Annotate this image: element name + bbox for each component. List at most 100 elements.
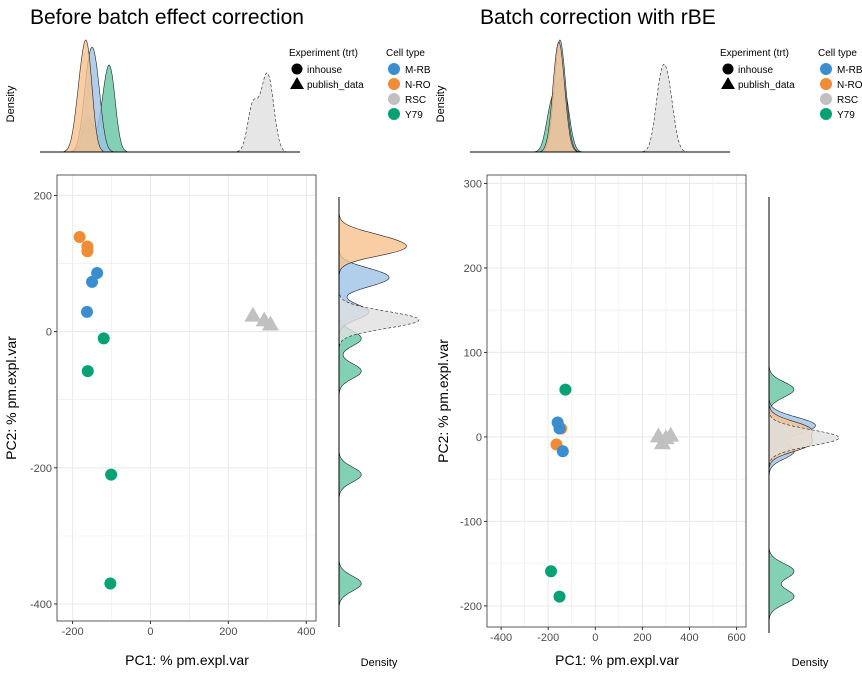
data-point-Y79: [553, 590, 566, 603]
legend-color-label: RSC: [837, 95, 858, 106]
y-tick-label: 0: [46, 327, 52, 339]
data-point-M-RB: [556, 445, 569, 458]
y-tick-label: -100: [460, 516, 482, 528]
legend: Experiment (trt) inhouse publish_data Cell …: [720, 48, 862, 121]
side-density-Y79: [768, 366, 795, 620]
top-density-RSC: [237, 72, 287, 153]
data-point-RSC: [653, 434, 671, 450]
top-density-N-RO: [63, 39, 104, 153]
data-point-Y79: [559, 383, 572, 396]
x-axis-title: PC1: % pm.expl.var: [555, 652, 679, 668]
y-tick-label: -200: [460, 601, 482, 613]
legend-color-label: N-RO: [837, 80, 862, 91]
side-density: [338, 197, 420, 627]
legend-color-swatch: [820, 78, 832, 90]
legend-color-label: Y79: [837, 110, 855, 121]
x-tick-label: 400: [680, 632, 698, 644]
y-tick-label: 0: [476, 432, 482, 444]
grid: [57, 175, 316, 621]
data-point-M-RB: [91, 267, 104, 280]
data-point-N-RO: [81, 245, 94, 258]
top-density-label: Density: [5, 85, 17, 122]
legend-color-swatch: [388, 78, 400, 90]
data-point-N-RO: [73, 230, 86, 243]
legend-color-label: RSC: [405, 95, 426, 106]
x-tick-label: 0: [147, 626, 153, 638]
legend-color-swatch: [820, 93, 832, 105]
legend-color-swatch: [820, 108, 832, 120]
legend-color-label: Y79: [405, 110, 423, 121]
data-point-Y79: [97, 332, 110, 345]
legend-shape-label: inhouse: [738, 65, 773, 76]
legend-color-title: Cell type: [386, 48, 425, 59]
legend-color-title: Cell type: [818, 48, 857, 59]
data-point-M-RB: [553, 422, 566, 435]
side-density-RSC: [768, 412, 840, 466]
legend-shape-label: inhouse: [307, 65, 342, 76]
y-tick-label: 200: [34, 190, 52, 202]
side-density-Y79: [338, 315, 362, 607]
points: [73, 230, 279, 590]
legend-color-swatch: [820, 63, 832, 75]
legend-triangle-icon: [290, 77, 304, 89]
legend-color-swatch: [388, 63, 400, 75]
plot-border: [486, 174, 747, 628]
x-axis-title: PC1: % pm.expl.var: [125, 652, 249, 668]
legend-shape-label: publish_data: [307, 80, 364, 91]
top-density-RSC: [642, 64, 687, 153]
x-tick-label: 0: [592, 632, 598, 644]
legend-color-swatch: [388, 108, 400, 120]
x-tick-label: -400: [490, 632, 512, 644]
y-tick-label: 100: [464, 347, 482, 359]
chart-panel-2: Batch correction with rBE -400 -200 0 200 400…: [435, 6, 862, 669]
top-density-label: Density: [435, 85, 447, 122]
y-tick-label: -200: [30, 463, 52, 475]
chart-title: Before batch effect correction: [30, 6, 304, 29]
y-tick-label: 300: [464, 178, 482, 190]
y-tick-label: 200: [464, 263, 482, 275]
top-density-N-RO: [540, 41, 578, 153]
data-point-RSC: [662, 426, 680, 442]
chart-title: Batch correction with rBE: [480, 6, 716, 29]
x-tick-label: -200: [537, 632, 559, 644]
side-density: [768, 197, 840, 633]
data-point-Y79: [104, 577, 117, 590]
legend-color-label: M-RB: [405, 65, 431, 76]
legend: Experiment (trt) inhouse publish_data Cell …: [289, 48, 431, 121]
legend-color-swatch: [388, 93, 400, 105]
x-tick-label: 200: [633, 632, 651, 644]
data-point-Y79: [105, 468, 118, 481]
grid: [487, 175, 746, 627]
plot-border: [56, 174, 317, 622]
top-density: [470, 39, 730, 153]
data-point-Y79: [545, 565, 558, 578]
legend-color-label: N-RO: [405, 80, 431, 91]
y-axis-title: PC2: % pm.expl.var: [435, 339, 451, 463]
data-point-M-RB: [86, 275, 99, 288]
y-axis-title: PC2: % pm.expl.var: [3, 336, 19, 460]
legend-shape-title: Experiment (trt): [720, 48, 789, 59]
data-point-M-RB: [80, 305, 93, 318]
data-point-RSC: [244, 306, 262, 322]
data-point-RSC: [261, 315, 279, 331]
x-tick-label: 400: [297, 626, 315, 638]
data-point-Y79: [81, 365, 94, 378]
legend-circle-icon: [722, 63, 734, 75]
x-tick-label: 200: [219, 626, 237, 638]
legend-circle-icon: [291, 63, 303, 75]
legend-shape-label: publish_data: [738, 80, 795, 91]
side-density-label: Density: [361, 657, 398, 669]
legend-triangle-icon: [721, 77, 735, 89]
points: [545, 383, 680, 603]
side-density-N-RO: [338, 214, 407, 274]
x-tick-label: 600: [727, 632, 745, 644]
side-density-label: Density: [792, 657, 829, 669]
top-density: [40, 39, 300, 153]
legend-shape-title: Experiment (trt): [289, 48, 358, 59]
side-density-RSC: [338, 292, 420, 347]
y-tick-label: -400: [30, 599, 52, 611]
x-tick-label: -200: [62, 626, 84, 638]
chart-panel-1: Before batch effect correction -200 0 200 40…: [3, 6, 431, 669]
legend-color-label: M-RB: [837, 65, 862, 76]
